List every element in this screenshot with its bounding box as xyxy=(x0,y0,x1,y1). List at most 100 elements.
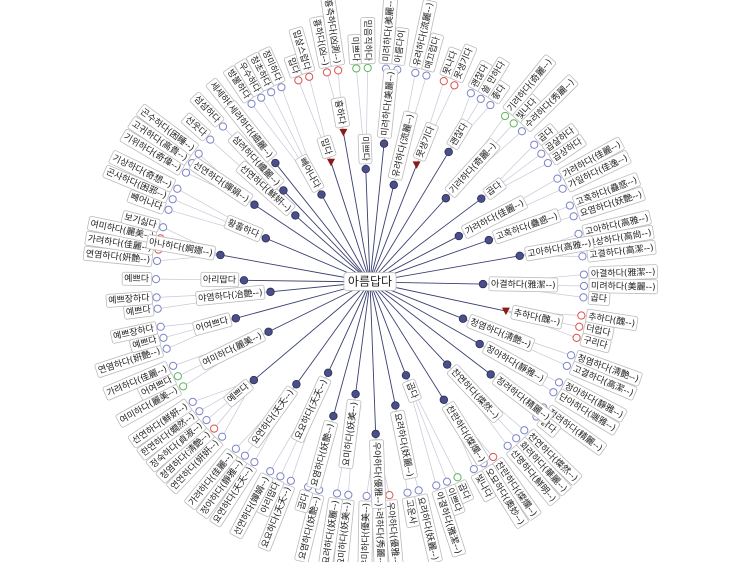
center-edge xyxy=(369,198,482,283)
inner-node xyxy=(389,180,398,190)
inner-node xyxy=(361,164,370,174)
inner-node xyxy=(379,139,389,148)
outer-label-box xyxy=(257,483,295,552)
outer-label-box xyxy=(108,150,176,193)
outer-label-box xyxy=(181,112,211,142)
center-edge xyxy=(355,281,371,395)
inner-node xyxy=(279,186,288,195)
outer-label: 믿음직하다 xyxy=(362,20,374,62)
inner-node xyxy=(439,395,449,404)
inner-node xyxy=(271,158,280,168)
outer-node xyxy=(188,397,197,406)
outer-label: 우미하다(優美--) xyxy=(359,503,372,562)
outer-node xyxy=(218,122,228,131)
outer-label-box xyxy=(401,496,421,528)
outer-node xyxy=(362,491,371,501)
outer-node xyxy=(411,68,420,77)
outer-node xyxy=(294,76,303,85)
outer-node xyxy=(231,444,240,453)
outer-label-group: 아름다이 xyxy=(391,26,410,66)
outer-label: 곱다 xyxy=(590,292,608,304)
inner-node xyxy=(412,161,421,169)
center-edge xyxy=(330,162,371,283)
outer-label-group: 우아하다(優雅--) xyxy=(383,499,404,562)
center-edge xyxy=(296,281,371,385)
outer-label: 예쁘다 xyxy=(125,304,152,318)
outer-node xyxy=(476,94,485,103)
inner-label-box xyxy=(189,157,254,207)
outer-label-group: 예쁘장하다 xyxy=(105,290,154,308)
inner-label-box xyxy=(291,375,332,444)
inner-node xyxy=(371,429,380,439)
inner-label-group: 아나하다(婀娜--) xyxy=(145,234,216,261)
outer-node xyxy=(202,415,211,425)
inner-node xyxy=(317,190,326,199)
inner-label-box xyxy=(376,68,399,139)
inner-label-group: 요연하다(夭夭--) xyxy=(247,385,298,449)
outer-label-group: 곱다 xyxy=(587,291,611,307)
inner-label-group: 우아하다(優雅--) xyxy=(369,439,387,510)
inner-label-box xyxy=(441,401,490,467)
outer-node xyxy=(179,382,188,391)
inner-node xyxy=(391,401,400,410)
center-edge xyxy=(321,194,371,283)
inner-label: 추하다(醜--) xyxy=(513,306,562,328)
outer-label: 예쁘장하다 xyxy=(108,292,151,306)
inner-label-box xyxy=(198,327,266,371)
inner-label-box xyxy=(306,419,339,490)
inner-label-group: 미려하다(美麗--) xyxy=(376,68,399,139)
outer-label-box xyxy=(470,470,496,503)
inner-label-group: 예쁘다 xyxy=(223,378,254,408)
inner-label-group: 아리땁다 xyxy=(200,271,240,288)
outer-label-box xyxy=(229,472,274,540)
inner-label-box xyxy=(316,134,337,160)
outer-node xyxy=(512,434,521,443)
inner-label-group: 곱다 xyxy=(482,177,507,200)
outer-label-group: 곱다 xyxy=(294,489,314,514)
outer-node xyxy=(286,476,295,485)
center-edge xyxy=(369,281,377,434)
inner-label-box xyxy=(466,314,535,352)
outer-node xyxy=(517,127,527,136)
inner-label-box xyxy=(387,110,418,181)
inner-label-group: 흉하다 xyxy=(330,96,350,129)
outer-node xyxy=(553,174,562,183)
inner-label: 미쁘다 xyxy=(359,136,371,162)
inner-node xyxy=(515,251,524,260)
inner-node xyxy=(401,371,411,380)
center-label: 아름답다 xyxy=(348,275,392,289)
inner-label-box xyxy=(247,385,298,449)
outer-label: 미려하다(美麗--) xyxy=(591,280,656,293)
center-edge xyxy=(283,190,371,283)
outer-node xyxy=(575,322,584,331)
inner-label-box xyxy=(295,154,325,193)
inner-node xyxy=(216,250,225,260)
outer-label-box xyxy=(105,290,154,308)
outer-node xyxy=(554,378,564,387)
outer-node xyxy=(562,361,571,370)
outer-node xyxy=(439,77,448,86)
outer-label-box xyxy=(209,463,257,528)
inner-label: 요려하다(妖麗--) xyxy=(392,412,417,478)
outer-label: 곱다 xyxy=(296,491,312,511)
outer-node xyxy=(305,72,314,81)
outer-node xyxy=(240,451,250,460)
outer-node xyxy=(469,465,478,474)
outer-node xyxy=(162,344,171,353)
inner-label-box xyxy=(338,398,362,470)
inner-label: 우아하다(優雅--) xyxy=(370,442,384,507)
outer-label-box xyxy=(378,0,399,65)
inner-node xyxy=(484,235,494,245)
outer-label-group: 예쁘다 xyxy=(123,302,155,320)
outer-label-box xyxy=(588,278,659,295)
outer-node xyxy=(168,195,177,204)
inner-node xyxy=(351,389,360,399)
outer-node xyxy=(543,158,552,168)
inner-label-group: 괜찮다 xyxy=(446,118,473,150)
outer-label-box xyxy=(481,463,529,529)
inner-node xyxy=(329,411,338,421)
outer-label-box xyxy=(318,497,343,562)
inner-label: 아나하다(婀娜--) xyxy=(148,236,214,259)
center-box xyxy=(343,272,397,291)
outer-node xyxy=(210,424,219,433)
